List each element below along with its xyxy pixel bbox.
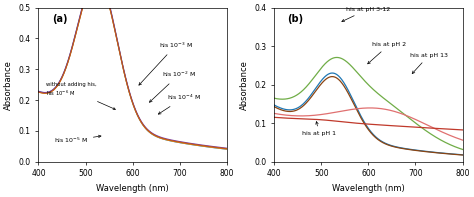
Y-axis label: Absorbance: Absorbance [4, 60, 13, 110]
Text: his at pH 3-12: his at pH 3-12 [342, 7, 390, 22]
Text: his at pH 13: his at pH 13 [410, 53, 448, 73]
X-axis label: Wavelength (nm): Wavelength (nm) [332, 184, 405, 193]
Y-axis label: Absorbance: Absorbance [240, 60, 249, 110]
Text: his 10$^{-2}$ M: his 10$^{-2}$ M [149, 70, 196, 102]
Text: without adding his,
his 10$^{-6}$ M: without adding his, his 10$^{-6}$ M [46, 82, 115, 110]
Text: his at pH 2: his at pH 2 [368, 42, 406, 64]
Text: (a): (a) [52, 14, 67, 24]
Text: his 10$^{-4}$ M: his 10$^{-4}$ M [158, 93, 201, 114]
Text: his at pH 1: his at pH 1 [302, 122, 337, 137]
Text: his 10$^{-5}$ M: his 10$^{-5}$ M [54, 135, 101, 145]
Text: his 10$^{-3}$ M: his 10$^{-3}$ M [139, 41, 193, 85]
X-axis label: Wavelength (nm): Wavelength (nm) [96, 184, 169, 193]
Text: (b): (b) [287, 14, 303, 24]
